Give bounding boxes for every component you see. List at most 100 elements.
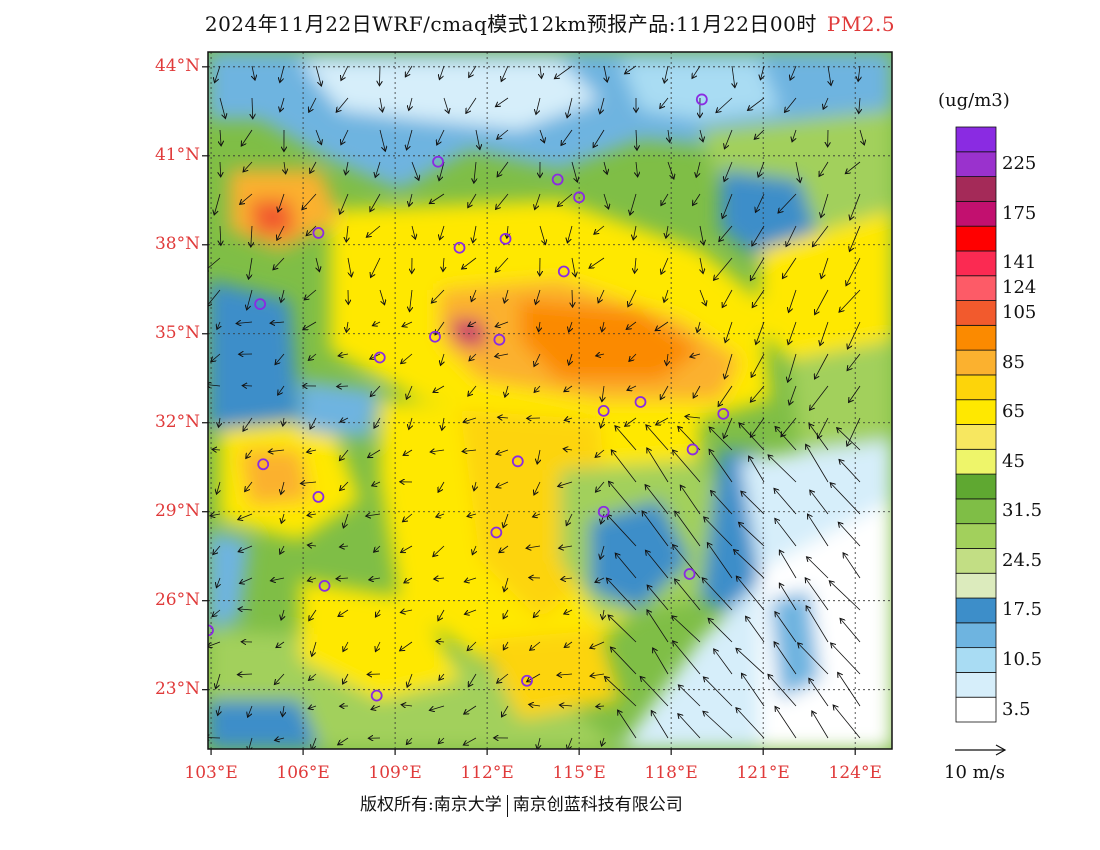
wind-arrow xyxy=(629,353,637,361)
wind-arrow xyxy=(628,289,637,307)
colorbar-swatch xyxy=(955,324,997,351)
wind-arrow xyxy=(754,129,765,139)
wind-arrow xyxy=(407,673,413,687)
wind-arrow xyxy=(786,225,797,246)
wind-arrow xyxy=(661,193,669,206)
wind-arrow xyxy=(810,385,829,410)
wind-arrow xyxy=(437,129,445,145)
wind-arrow xyxy=(472,545,476,555)
wind-arrow xyxy=(774,642,797,675)
wind-arrow xyxy=(248,705,253,717)
wind-arrow xyxy=(810,490,829,515)
wind-arrow xyxy=(646,425,669,451)
wind-arrow xyxy=(596,354,605,356)
wind-arrow xyxy=(675,511,701,547)
wind-arrow xyxy=(280,65,285,83)
wind-arrow xyxy=(708,618,733,643)
wind-arrow xyxy=(781,417,797,437)
wind-arrow xyxy=(775,426,797,451)
wind-arrow xyxy=(282,705,284,717)
wind-arrow xyxy=(569,321,572,332)
wind-arrow xyxy=(220,225,221,245)
wind-arrow xyxy=(564,641,573,647)
wind-arrow xyxy=(411,161,419,180)
wind-arrow xyxy=(611,450,637,483)
colorbar-swatch xyxy=(955,473,997,500)
city-marker xyxy=(254,298,267,311)
wind-arrow xyxy=(600,545,605,559)
wind-arrow xyxy=(782,257,797,279)
wind-arrow xyxy=(340,481,349,491)
wind-arrow xyxy=(758,161,765,177)
wind-arrow xyxy=(821,193,829,218)
wind-arrow xyxy=(216,577,220,588)
legend-label: 45 xyxy=(1002,450,1025,472)
wind-arrow xyxy=(341,129,349,145)
copyright-divider xyxy=(506,794,508,817)
legend-label: 124 xyxy=(1002,277,1037,299)
wind-arrow xyxy=(312,641,317,656)
lat-label: 41°N xyxy=(154,144,200,165)
city-marker xyxy=(597,404,610,417)
wind-arrow xyxy=(315,129,322,145)
wind-arrow xyxy=(372,482,381,486)
wind-arrow xyxy=(281,481,284,494)
wind-arrow xyxy=(678,685,701,707)
wind-arrow xyxy=(849,385,861,403)
wind-arrow xyxy=(812,711,829,739)
wind-arrow xyxy=(806,606,829,643)
wind-arrow xyxy=(434,578,445,579)
wind-arrow xyxy=(849,225,861,251)
wind-arrow xyxy=(375,641,381,652)
wind-arrow xyxy=(375,161,381,177)
wind-arrow xyxy=(535,289,541,304)
lon-label: 118°E xyxy=(644,763,698,783)
colorbar-swatch xyxy=(955,349,997,376)
wind-reference-label: 10 m/s xyxy=(944,762,1005,783)
wind-arrow xyxy=(539,225,545,245)
wind-arrow xyxy=(756,321,765,344)
wind-arrow xyxy=(714,257,733,280)
wind-arrow xyxy=(503,609,509,619)
wind-arrow xyxy=(823,97,829,109)
wind-arrow xyxy=(741,673,765,707)
wind-arrow xyxy=(273,257,285,270)
wind-arrow xyxy=(539,321,540,332)
wind-arrow xyxy=(238,545,253,552)
wind-arrow xyxy=(838,522,861,547)
wind-arrow xyxy=(746,616,765,643)
wind-arrow xyxy=(495,354,509,357)
wind-arrow xyxy=(347,257,352,277)
lat-label: 38°N xyxy=(154,233,200,254)
wind-arrow xyxy=(714,649,733,675)
wind-arrow xyxy=(379,65,380,86)
wind-arrow xyxy=(693,193,701,205)
city-marker xyxy=(493,333,506,346)
city-marker xyxy=(312,227,325,239)
wind-arrow xyxy=(534,353,541,366)
wind-arrow xyxy=(779,583,797,611)
wind-arrow xyxy=(537,737,540,749)
wind-arrow xyxy=(412,225,415,239)
wind-arrow xyxy=(212,449,221,450)
wind-arrow xyxy=(595,449,605,457)
wind-arrow xyxy=(537,449,540,464)
lon-label: 121°E xyxy=(736,763,790,783)
wind-arrow xyxy=(340,193,349,214)
wind-arrow xyxy=(308,353,317,360)
wind-arrow xyxy=(563,449,573,450)
wind-arrow xyxy=(751,353,765,377)
colorbar-swatch xyxy=(955,696,997,723)
wind-arrow xyxy=(469,65,477,77)
wind-arrow xyxy=(806,557,829,579)
lat-label: 35°N xyxy=(154,322,200,343)
colorbar-swatch xyxy=(955,225,997,252)
wind-arrow xyxy=(839,459,861,483)
city-marker xyxy=(257,458,270,471)
wind-arrow xyxy=(595,578,605,582)
wind-arrow xyxy=(533,609,541,618)
wind-arrow xyxy=(240,193,253,204)
wind-arrow xyxy=(566,513,573,526)
wind-arrow xyxy=(703,711,733,739)
wind-arrow xyxy=(208,641,221,647)
